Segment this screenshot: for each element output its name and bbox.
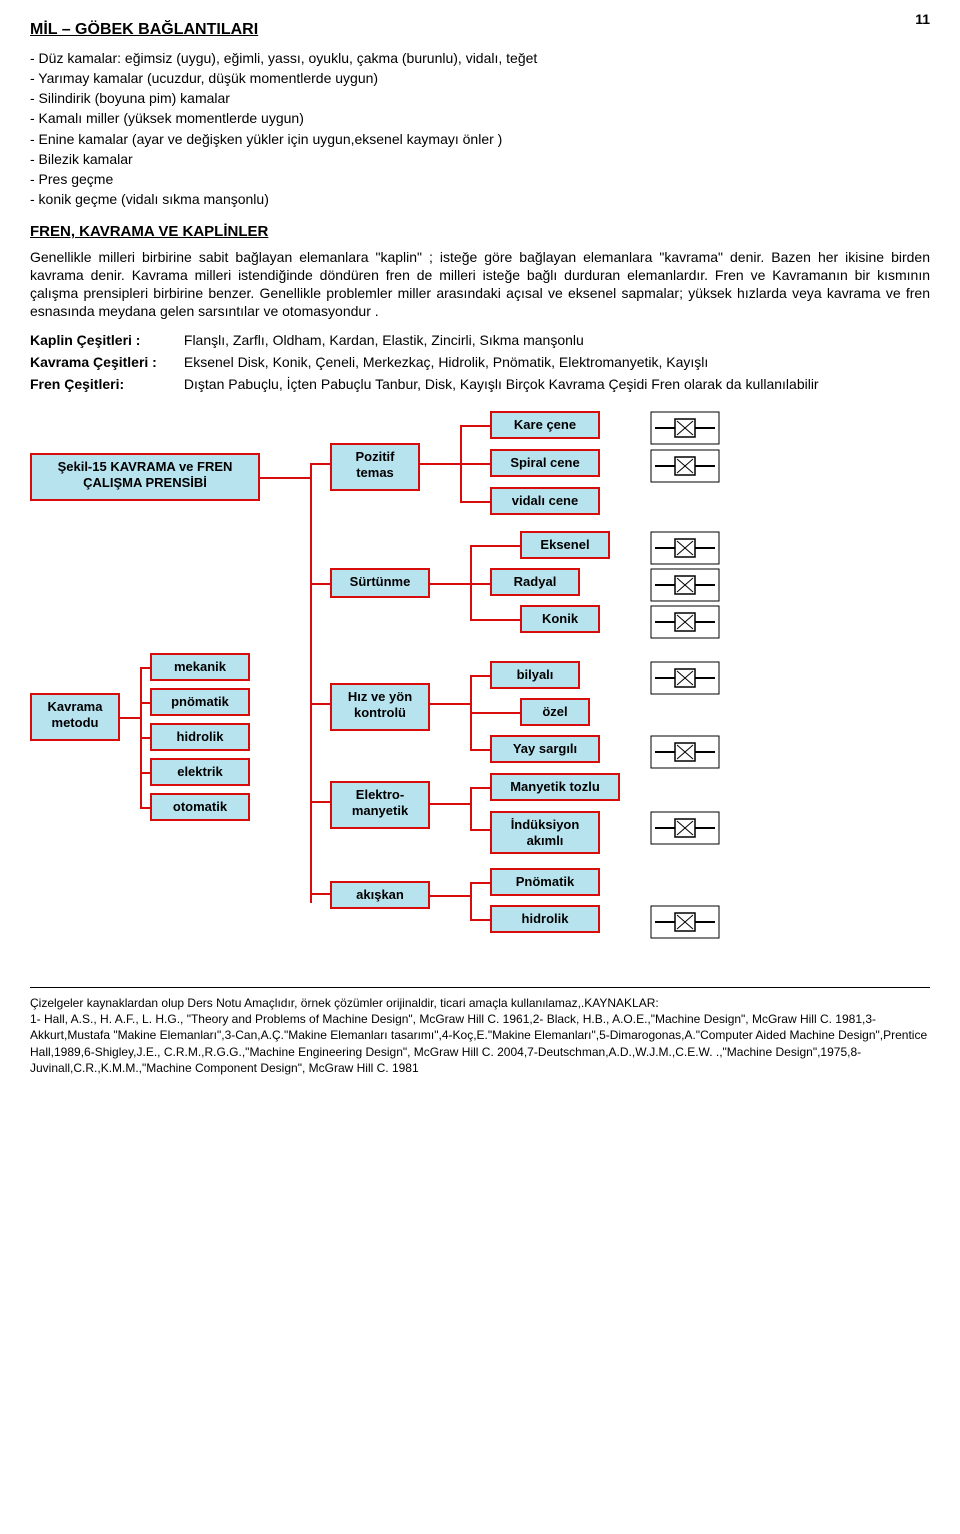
mechanical-icon	[650, 568, 720, 602]
diagram-node-elektromany: Elektro-manyetik	[330, 781, 430, 829]
diagram-node-otomatik: otomatik	[150, 793, 250, 821]
diagram-node-metod: Kavramametodu	[30, 693, 120, 741]
connector	[310, 583, 330, 585]
mechanical-icon	[650, 411, 720, 445]
definition-text: Eksenel Disk, Konik, Çeneli, Merkezkaç, …	[180, 354, 708, 370]
connector	[420, 463, 460, 465]
footer-divider	[30, 987, 930, 988]
bullet-item: - Enine kamalar (ayar ve değişken yükler…	[30, 130, 930, 148]
diagram-node-yaysargili: Yay sargılı	[490, 735, 600, 763]
diagram-node-radyal: Radyal	[490, 568, 580, 596]
definition-text: Flanşlı, Zarflı, Oldham, Kardan, Elastik…	[180, 332, 584, 348]
diagram-node-karecene: Kare çene	[490, 411, 600, 439]
diagram-node-bilyali: bilyalı	[490, 661, 580, 689]
diagram-node-eksenel: Eksenel	[520, 531, 610, 559]
mechanical-icon	[650, 735, 720, 769]
connector	[470, 882, 472, 919]
connector	[470, 545, 472, 619]
diagram-node-elektrik: elektrik	[150, 758, 250, 786]
bullet-item: - Yarımay kamalar (ucuzdur, düşük moment…	[30, 69, 930, 87]
bullet-item: - Silindirik (boyuna pim) kamalar	[30, 89, 930, 107]
connector	[470, 829, 490, 831]
definition-row: Fren Çeşitleri: Dıştan Pabuçlu, İçten Pa…	[30, 375, 930, 393]
bullet-item: - Düz kamalar: eğimsiz (uygu), eğimli, y…	[30, 49, 930, 67]
mechanical-icon	[650, 449, 720, 483]
diagram-node-manyetiktozlu: Manyetik tozlu	[490, 773, 620, 801]
definition-list: Kaplin Çeşitleri : Flanşlı, Zarflı, Oldh…	[30, 331, 930, 394]
connector	[310, 463, 330, 465]
mechanical-icon	[650, 605, 720, 639]
diagram-node-mekanik: mekanik	[150, 653, 250, 681]
definition-row: Kaplin Çeşitleri : Flanşlı, Zarflı, Oldh…	[30, 331, 930, 349]
diagram-node-konik: Konik	[520, 605, 600, 633]
connector	[470, 545, 520, 547]
connector	[310, 463, 312, 903]
connector	[470, 619, 520, 621]
connector	[310, 893, 330, 895]
mechanical-icon	[650, 531, 720, 565]
connector	[460, 425, 490, 427]
definition-label: Kaplin Çeşitleri :	[30, 331, 180, 349]
bullet-list: - Düz kamalar: eğimsiz (uygu), eğimli, y…	[30, 49, 930, 209]
definition-text: Dıştan Pabuçlu, İçten Pabuçlu Tanbur, Di…	[180, 376, 819, 392]
mechanical-icon	[650, 905, 720, 939]
definition-row: Kavrama Çeşitleri : Eksenel Disk, Konik,…	[30, 353, 930, 371]
connector	[310, 801, 330, 803]
diagram-node-ozel: özel	[520, 698, 590, 726]
definition-label: Fren Çeşitleri:	[30, 375, 180, 393]
page-number: 11	[915, 10, 930, 28]
connector	[470, 882, 490, 884]
footer-line: Çizelgeler kaynaklardan olup Ders Notu A…	[30, 995, 930, 1011]
connector	[120, 717, 140, 719]
connector	[470, 749, 490, 751]
connector	[470, 712, 520, 714]
paragraph-main: Genellikle milleri birbirine sabit bağla…	[30, 248, 930, 321]
mechanical-icon	[650, 811, 720, 845]
connector	[430, 703, 470, 705]
heading-fren-kavrama: FREN, KAVRAMA VE KAPLİNLER	[30, 222, 930, 242]
connector	[430, 895, 470, 897]
diagram-node-hidrolik2: hidrolik	[490, 905, 600, 933]
bullet-item: - konik geçme (vidalı sıkma manşonlu)	[30, 190, 930, 208]
diagram-node-pnomatik2: Pnömatik	[490, 868, 600, 896]
bullet-item: - Kamalı miller (yüksek momentlerde uygu…	[30, 109, 930, 127]
connector	[460, 463, 490, 465]
connector	[470, 583, 490, 585]
connector	[140, 772, 150, 774]
connector	[470, 675, 490, 677]
connector	[470, 919, 490, 921]
diagram-node-pozitif: Pozitiftemas	[330, 443, 420, 491]
connector	[140, 807, 150, 809]
bullet-item: - Pres geçme	[30, 170, 930, 188]
diagram-node-akiskan: akışkan	[330, 881, 430, 909]
connector	[470, 787, 490, 789]
definition-label: Kavrama Çeşitleri :	[30, 353, 180, 371]
footer-text: Çizelgeler kaynaklardan olup Ders Notu A…	[30, 995, 930, 1076]
connector	[310, 703, 330, 705]
diagram-node-spiralcene: Spiral cene	[490, 449, 600, 477]
connector	[140, 702, 150, 704]
diagram-node-hidrolik1: hidrolik	[150, 723, 250, 751]
bullet-item: - Bilezik kamalar	[30, 150, 930, 168]
diagram-node-title: Şekil-15 KAVRAMA ve FRENÇALIŞMA PRENSİBİ	[30, 453, 260, 501]
diagram-node-surtunme: Sürtünme	[330, 568, 430, 598]
heading-mil-gobek: MİL – GÖBEK BAĞLANTILARI	[30, 20, 930, 41]
diagram-node-hizyon: Hız ve yönkontrolü	[330, 683, 430, 731]
diagram-node-induksiyon: İndüksiyonakımlı	[490, 811, 600, 854]
connector	[260, 477, 310, 479]
connector	[430, 803, 470, 805]
diagram-node-pnomatik: pnömatik	[150, 688, 250, 716]
connector	[140, 737, 150, 739]
connector	[470, 787, 472, 829]
connector	[430, 583, 470, 585]
diagram-kavrama-fren: Şekil-15 KAVRAMA ve FRENÇALIŞMA PRENSİBİ…	[30, 403, 930, 963]
diagram-node-vidalicene: vidalı cene	[490, 487, 600, 515]
connector	[140, 667, 150, 669]
mechanical-icon	[650, 661, 720, 695]
footer-line: 1- Hall, A.S., H. A.F., L. H.G., "Theory…	[30, 1011, 930, 1076]
connector	[460, 501, 490, 503]
